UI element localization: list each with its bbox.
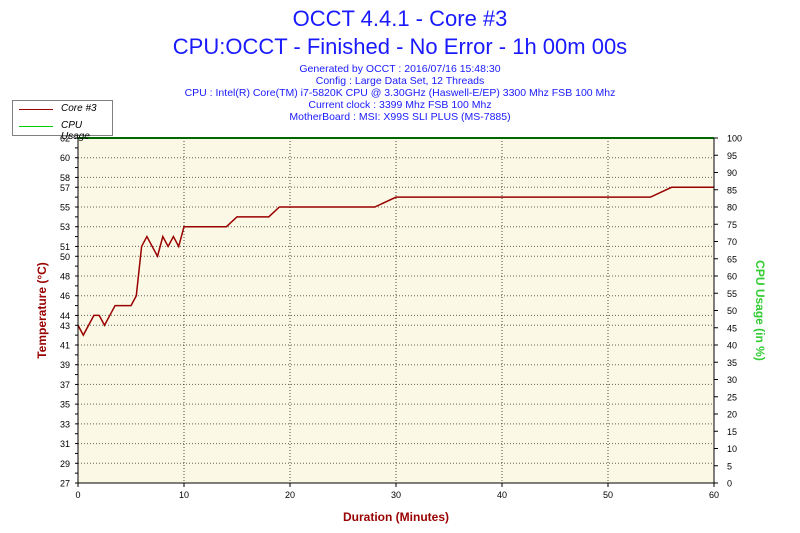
x-tick-label: 40 bbox=[497, 490, 507, 500]
y2-tick-label: 55 bbox=[727, 289, 737, 299]
x-tick-label: 50 bbox=[603, 490, 613, 500]
y2-tick-label: 25 bbox=[727, 392, 737, 402]
legend-label-cpu-usage: CPU Usage bbox=[61, 120, 90, 142]
y2-tick-label: 85 bbox=[727, 185, 737, 195]
y-tick-label: 31 bbox=[60, 439, 70, 449]
y2-axis-title: CPU Usage (in %) bbox=[753, 260, 767, 361]
y2-tick-label: 65 bbox=[727, 254, 737, 264]
y-tick-label: 60 bbox=[60, 153, 70, 163]
y-tick-label: 35 bbox=[60, 400, 70, 410]
y-tick-label: 46 bbox=[60, 291, 70, 301]
y2-tick-label: 15 bbox=[727, 427, 737, 437]
y-tick-label: 29 bbox=[60, 459, 70, 469]
legend-swatch-cpu-usage bbox=[19, 126, 53, 127]
series-core-3-line bbox=[77, 186, 714, 337]
y2-tick-label: 20 bbox=[727, 410, 737, 420]
y2-tick-label: 95 bbox=[727, 151, 737, 161]
y-tick-label: 55 bbox=[60, 203, 70, 213]
legend-item-core: Core #3 bbox=[13, 101, 112, 118]
legend-item-cpu-usage: CPU Usage bbox=[13, 118, 112, 142]
info-config: Config : Large Data Set, 12 Threads bbox=[315, 75, 485, 87]
y2-tick-label: 100 bbox=[727, 134, 742, 144]
info-motherboard: MotherBoard : MSI: X99S SLI PLUS (MS-788… bbox=[289, 111, 511, 123]
y-tick-label: 53 bbox=[60, 222, 70, 232]
info-clock: Current clock : 3399 Mhz FSB 100 Mhz bbox=[308, 99, 492, 111]
y-tick-label: 58 bbox=[60, 173, 70, 183]
x-tick-label: 20 bbox=[285, 490, 295, 500]
y-tick-label: 41 bbox=[60, 341, 70, 351]
y-tick-label: 33 bbox=[60, 419, 70, 429]
legend: Core #3 CPU Usage bbox=[12, 100, 113, 142]
y-tick-label: 44 bbox=[60, 311, 70, 321]
x-tick-label: 60 bbox=[709, 490, 719, 500]
y2-tick-label: 0 bbox=[727, 479, 732, 489]
x-tick-label: 10 bbox=[179, 490, 189, 500]
y2-tick-label: 5 bbox=[727, 461, 732, 471]
y2-tick-label: 70 bbox=[727, 237, 737, 247]
chart-subtitle: CPU:OCCT - Finished - No Error - 1h 00m … bbox=[172, 34, 628, 59]
y-tick-label: 39 bbox=[60, 360, 70, 370]
legend-swatch-core bbox=[19, 109, 53, 110]
y-tick-label: 50 bbox=[60, 252, 70, 262]
x-axis-title: Duration (Minutes) bbox=[343, 510, 449, 524]
y2-tick-label: 75 bbox=[727, 220, 737, 230]
y2-tick-label: 60 bbox=[727, 272, 737, 282]
info-cpu: CPU : Intel(R) Core(TM) i7-5820K CPU @ 3… bbox=[184, 87, 616, 99]
y-tick-label: 43 bbox=[60, 321, 70, 331]
y2-tick-label: 45 bbox=[727, 323, 737, 333]
info-generated: Generated by OCCT : 2016/07/16 15:48:30 bbox=[299, 63, 501, 75]
y2-tick-label: 50 bbox=[727, 306, 737, 316]
x-tick-label: 0 bbox=[75, 490, 80, 500]
y-tick-label: 37 bbox=[60, 380, 70, 390]
y-tick-label: 48 bbox=[60, 272, 70, 282]
y-tick-label: 27 bbox=[60, 479, 70, 489]
y-tick-label: 57 bbox=[60, 183, 70, 193]
y2-tick-label: 35 bbox=[727, 358, 737, 368]
y2-tick-label: 40 bbox=[727, 341, 737, 351]
y-tick-label: 51 bbox=[60, 242, 70, 252]
y2-tick-label: 90 bbox=[727, 168, 737, 178]
legend-label-core: Core #3 bbox=[61, 103, 97, 114]
y2-tick-label: 10 bbox=[727, 444, 737, 454]
y2-tick-label: 30 bbox=[727, 375, 737, 385]
x-tick-label: 30 bbox=[391, 490, 401, 500]
y-axis-title: Temperature (°C) bbox=[35, 262, 49, 359]
y2-tick-label: 80 bbox=[727, 203, 737, 213]
y-tick-label: 62 bbox=[60, 134, 70, 144]
chart-title: OCCT 4.4.1 - Core #3 bbox=[292, 6, 508, 31]
